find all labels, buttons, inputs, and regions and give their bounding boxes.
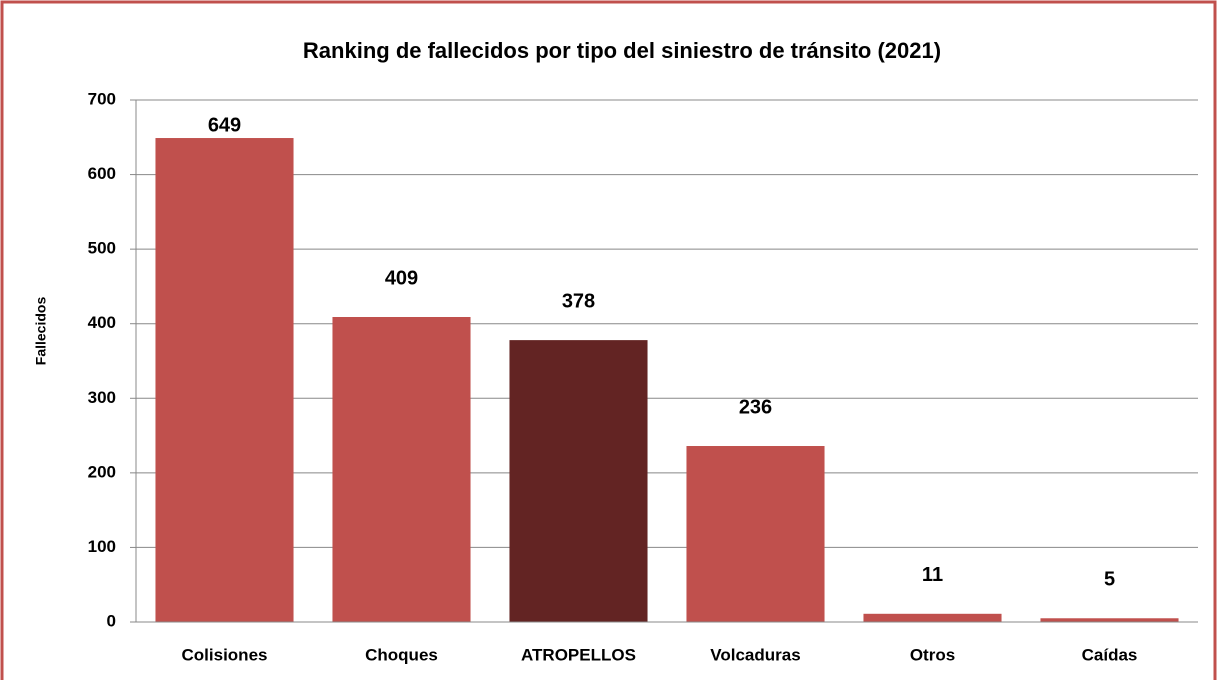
y-tick-label: 0 <box>107 611 116 630</box>
bar <box>863 613 1002 622</box>
y-axis-label: Fallecidos <box>33 297 49 366</box>
data-label: 409 <box>385 267 418 289</box>
x-tick-label: ATROPELLOS <box>521 645 636 664</box>
data-label: 378 <box>562 290 595 312</box>
y-tick-label: 300 <box>88 388 116 407</box>
x-tick-label: Caídas <box>1082 645 1138 664</box>
data-label: 236 <box>739 396 772 418</box>
bar <box>332 317 471 622</box>
chart-title: Ranking de fallecidos por tipo del sinie… <box>303 38 941 63</box>
bar <box>509 340 648 622</box>
y-tick-label: 500 <box>88 239 116 258</box>
y-tick-label: 600 <box>88 164 116 183</box>
data-label: 11 <box>922 564 943 586</box>
y-tick-label: 100 <box>88 537 116 556</box>
x-tick-label: Volcaduras <box>710 645 800 664</box>
x-tick-label: Colisiones <box>182 645 268 664</box>
y-tick-label: 700 <box>88 89 116 108</box>
data-label: 5 <box>1104 569 1115 591</box>
x-tick-label: Otros <box>910 645 955 664</box>
x-tick-label: Choques <box>365 645 438 664</box>
bar <box>155 138 294 622</box>
data-label: 649 <box>208 114 241 136</box>
y-tick-label: 200 <box>88 462 116 481</box>
bar <box>686 446 825 622</box>
bar <box>1040 618 1179 622</box>
y-tick-label: 400 <box>88 313 116 332</box>
